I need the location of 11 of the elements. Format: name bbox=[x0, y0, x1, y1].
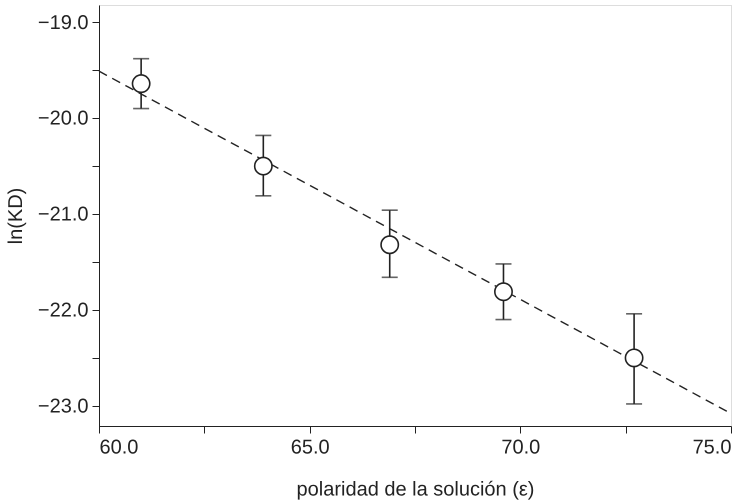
x-tick-label: 75.0 bbox=[692, 436, 732, 458]
y-tick-label: −20.0 bbox=[38, 108, 88, 130]
x-tick-label: 70.0 bbox=[501, 436, 540, 458]
y-tick-label: −22.0 bbox=[38, 299, 88, 322]
y-tick-label: −19.0 bbox=[38, 12, 88, 34]
y-axis-title: ln(KD) bbox=[4, 188, 27, 244]
x-tick-label: 60.0 bbox=[100, 436, 138, 458]
x-axis-title: polaridad de la solución (ε) bbox=[296, 478, 534, 500]
y-tick-label: −23.0 bbox=[38, 395, 88, 418]
x-tick-label: 65.0 bbox=[290, 436, 330, 458]
y-tick-label: −21.0 bbox=[38, 204, 88, 226]
